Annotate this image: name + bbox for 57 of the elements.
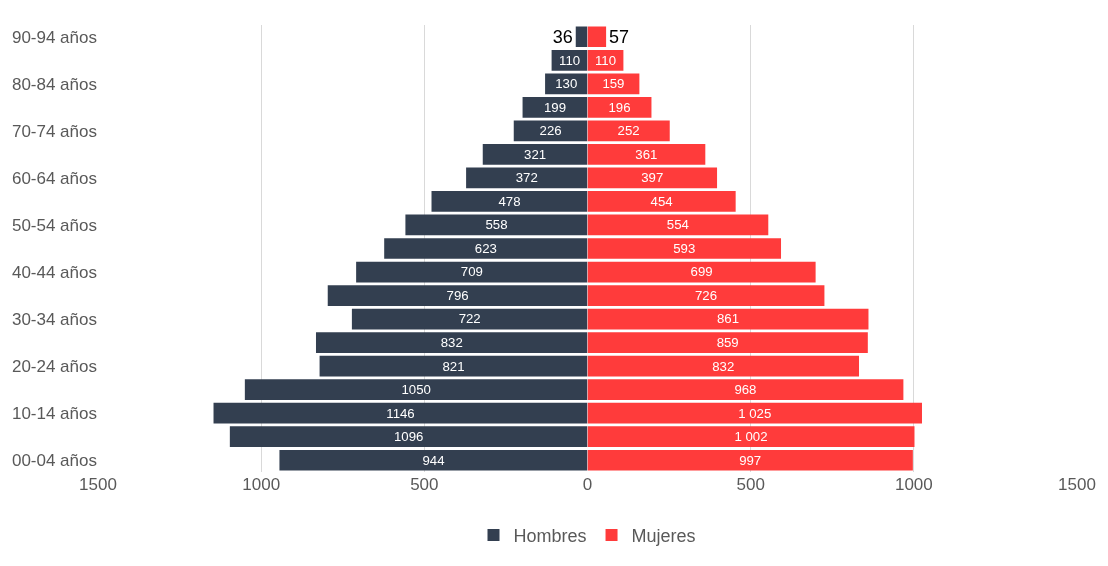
data-label: 1 025 xyxy=(738,405,772,421)
y-tick-label: 60-64 años xyxy=(11,168,97,188)
x-tick-label: 1000 xyxy=(894,475,933,494)
data-label: 944 xyxy=(422,452,445,468)
data-label: 796 xyxy=(446,287,469,303)
data-label: 1146 xyxy=(386,405,415,421)
x-tick-label: 1000 xyxy=(242,475,281,494)
data-label: 321 xyxy=(524,146,547,162)
data-label: 199 xyxy=(544,99,567,115)
data-label: 861 xyxy=(716,311,740,327)
data-label: 859 xyxy=(716,335,739,351)
data-label: 252 xyxy=(617,123,640,139)
y-tick-label: 50-54 años xyxy=(11,215,97,235)
data-label: 361 xyxy=(635,146,658,162)
legend-label: Hombres xyxy=(513,525,587,546)
data-label: 1 002 xyxy=(734,429,768,445)
data-label: 968 xyxy=(734,382,757,398)
data-label: 821 xyxy=(442,358,465,374)
data-label: 554 xyxy=(666,217,689,233)
data-label: 593 xyxy=(673,240,696,256)
data-label: 159 xyxy=(602,76,625,92)
y-tick-label: 00-04 años xyxy=(11,451,97,471)
data-label: 558 xyxy=(485,217,508,233)
x-tick-label: 500 xyxy=(736,475,765,494)
data-label: 57 xyxy=(609,26,630,47)
y-tick-label: 90-94 años xyxy=(11,27,97,47)
y-tick-label: 70-74 años xyxy=(11,121,97,141)
data-label: 478 xyxy=(498,193,521,209)
data-label: 726 xyxy=(694,287,717,303)
data-label: 997 xyxy=(739,452,762,468)
data-label: 623 xyxy=(474,240,497,256)
data-label: 397 xyxy=(641,170,664,186)
data-label: 454 xyxy=(650,193,673,209)
data-label: 196 xyxy=(608,99,631,115)
data-label: 832 xyxy=(712,358,735,374)
y-tick-label: 10-14 años xyxy=(11,404,97,424)
data-label: 372 xyxy=(515,170,538,186)
y-tick-label: 80-84 años xyxy=(11,74,97,94)
data-label: 722 xyxy=(458,311,481,327)
data-label: 130 xyxy=(555,76,578,92)
x-tick-label: 1500 xyxy=(79,475,117,494)
data-label: 699 xyxy=(690,264,713,280)
y-tick-label: 40-44 años xyxy=(11,262,97,282)
data-label: 226 xyxy=(539,123,562,139)
x-tick-label: 500 xyxy=(410,475,439,494)
data-label: 110 xyxy=(559,52,581,68)
x-tick-label: 1500 xyxy=(1058,475,1096,494)
y-tick-label: 30-34 años xyxy=(11,310,97,330)
data-label: 110 xyxy=(594,52,616,68)
x-tick-label: 0 xyxy=(582,475,593,494)
data-label: 1050 xyxy=(401,382,431,398)
y-tick-label: 20-24 años xyxy=(11,357,97,377)
data-label: 36 xyxy=(552,26,573,47)
data-label: 1096 xyxy=(393,429,424,445)
data-label: 709 xyxy=(460,264,483,280)
legend-label: Mujeres xyxy=(631,525,696,546)
data-label: 832 xyxy=(440,335,463,351)
